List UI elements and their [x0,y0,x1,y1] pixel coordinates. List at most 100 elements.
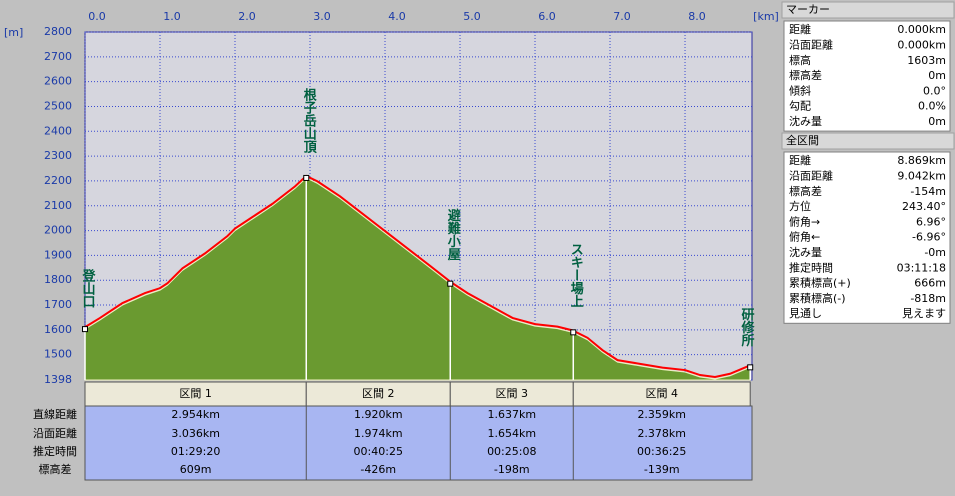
y-tick-label: 2000 [44,224,72,237]
y-tick-label: 1900 [44,248,72,261]
panel-key: 距離 [789,153,811,167]
x-tick-label: 1.0 [163,10,181,23]
y-tick-label: 1398 [44,373,72,386]
table-cell: -198m [494,463,530,476]
table-cell: -426m [360,463,396,476]
section-header [572,381,751,407]
table-cell: 01:29:20 [171,445,220,458]
x-unit: [km] [753,10,779,23]
table-cell: 1.654km [487,427,536,440]
row-label: 標高差 [39,462,72,476]
panel-value: 見えます [902,307,946,320]
y-tick-label: 2700 [44,50,72,63]
waypoint-marker [303,174,310,181]
panel-value: 1603m [907,54,946,67]
panel-value: 0.000km [897,23,946,36]
panel-value: 666m [914,277,946,290]
x-tick-label: 7.0 [613,10,631,23]
panel-value: 243.40° [902,200,946,213]
y-tick-label: 2600 [44,75,72,88]
panel-value: 9.042km [897,169,946,182]
row-label: 沿面距離 [33,426,77,440]
table-cell: 1.637km [487,408,536,421]
panel-value: 6.96° [916,215,946,228]
table-cell: 1.920km [354,408,403,421]
panel-body [783,20,951,132]
waypoint-marker [82,326,88,333]
x-tick-label: 2.0 [238,10,256,23]
waypoint-marker [747,364,754,371]
waypoint-label: 研修所 [739,307,756,347]
table-cell: 3.036km [171,427,220,440]
panel-key: 累積標高(+) [789,276,851,290]
table-cell: 609m [180,463,212,476]
row-label: 推定時間 [33,444,77,458]
y-tick-label: 1700 [44,298,72,311]
panel-value: -0m [924,246,946,259]
panel-body [783,151,951,324]
section-header-label: 区間 3 [496,387,529,400]
panel-value: -818m [910,292,946,305]
panel-header [781,132,955,150]
panel-key: 沿面距離 [789,168,833,182]
panel-title: 全区間 [786,133,819,147]
panel-key: 勾配 [789,100,811,113]
section-header [84,381,307,407]
panel-value: 0.0% [918,100,946,113]
table-cell: 2.359km [637,408,686,421]
waypoint-marker [570,329,577,336]
panel-value: 0.0° [923,84,946,97]
panel-key: 沈み量 [789,245,822,259]
section-header-label: 区間 1 [179,387,212,400]
y-tick-label: 2400 [44,124,72,137]
elevation-area [84,177,751,381]
y-tick-label: 2300 [44,149,72,162]
panel-value: -6.96° [912,231,946,244]
table-cell: 00:36:25 [637,445,686,458]
panel-key: 方位 [789,199,811,213]
x-tick-label: 6.0 [538,10,556,23]
x-tick-label: 4.0 [388,10,406,23]
waypoint-label: 避難小屋 [445,208,461,262]
panel-key: 俯角→ [789,214,820,228]
waypoint-label: 登山口 [80,269,97,309]
section-header-label: 区間 2 [362,387,395,400]
section-header-label: 区間 4 [645,387,678,400]
x-tick-label: 3.0 [313,10,331,23]
panel-value: -154m [910,185,946,198]
y-tick-label: 2500 [44,99,72,112]
y-tick-label: 2200 [44,174,72,187]
panel-key: 標高差 [789,68,822,82]
panel-key: 推定時間 [789,260,833,274]
row-label: 直線距離 [33,407,77,421]
table-cell: 1.974km [354,427,403,440]
panel-key: 標高差 [789,184,822,198]
table-cell: -139m [644,463,680,476]
panel-key: 累積標高(-) [789,291,846,305]
y-tick-label: 2100 [44,199,72,212]
table-cell: 2.378km [637,427,686,440]
y-unit: [m] [4,26,23,39]
panel-key: 距離 [789,22,811,36]
waypoint-marker [447,280,454,287]
waypoint-label: 根子岳山頂 [301,87,317,154]
y-tick-label: 1600 [44,323,72,336]
panel-title: マーカー [786,3,830,16]
panel-value: 0m [928,69,946,82]
panel-key: 沈み量 [789,114,822,128]
panel-key: 標高 [789,53,811,67]
x-tick-label: 0.0 [88,10,106,23]
y-tick-label: 1500 [44,348,72,361]
panel-value: 8.869km [897,154,946,167]
table-cell: 2.954km [171,408,220,421]
panel-value: 0m [928,115,946,128]
panel-key: 傾斜 [789,83,811,97]
waypoint-label: スキー場上 [568,242,584,307]
x-tick-label: 8.0 [688,10,706,23]
table-cell: 00:25:08 [487,445,536,458]
table-cell: 00:40:25 [354,445,403,458]
section-header [449,381,574,407]
panel-value: 0.000km [897,38,946,51]
panel-key: 俯角← [789,230,820,244]
